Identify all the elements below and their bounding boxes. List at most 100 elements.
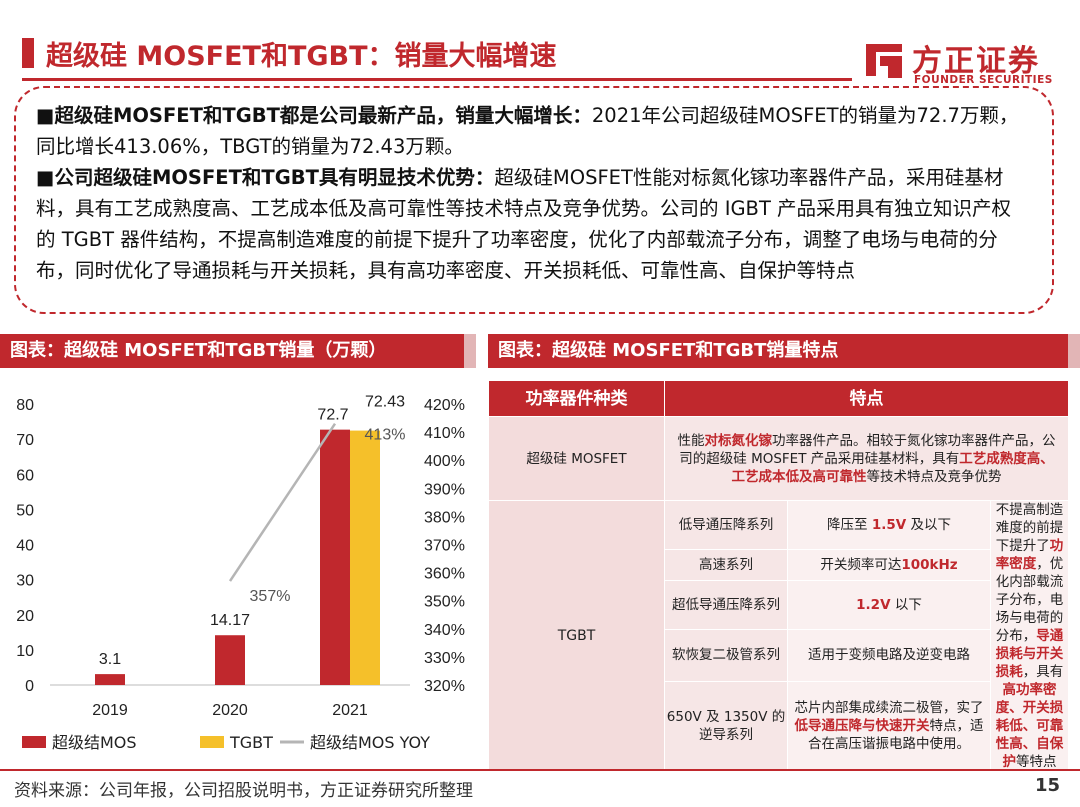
founder-logo-icon — [866, 44, 902, 78]
table-row: 软恢复二极管系列 适用于变频电路及逆变电路 — [489, 629, 1069, 682]
y-tick-label: 60 — [16, 467, 34, 484]
highlight-text: 低导通压降与快速开关 — [794, 718, 930, 735]
summary-point-2-text: 超级硅MOSFET性能对标氮化镓功率器件产品，采用硅基材料，具有工艺成熟度高、工… — [36, 166, 1012, 282]
body-text: 性能 — [677, 432, 705, 449]
y2-tick-label: 360% — [424, 566, 465, 583]
bar-超级结MOS-2021 — [320, 429, 350, 685]
body-text: 等特点 — [1016, 754, 1057, 770]
summary-point-2-heading: 公司超级硅MOSFET和TGBT具有明显技术优势： — [54, 166, 495, 189]
y-tick-label: 40 — [16, 538, 34, 555]
summary-point-1-heading: 超级硅MOSFET和TGBT都是公司最新产品，销量大幅增长： — [54, 104, 592, 127]
feature-table: 功率器件种类 特点 超级硅 MOSFET 性能对标氮化镓功率器件产品。相较于氮化… — [488, 380, 1070, 773]
summary-point-2: ■公司超级硅MOSFET和TGBT具有明显技术优势：超级硅MOSFET性能对标氮… — [36, 166, 1012, 282]
page-title: 超级硅 MOSFET和TGBT：销量大幅增速 — [46, 41, 557, 72]
founder-logo: 方正证券 FOUNDER SECURITIES — [862, 36, 1062, 88]
footer-source: 资料来源：公司年报，公司招股说明书，方正证券研究所整理 — [14, 781, 473, 801]
title-underline — [22, 78, 852, 81]
y-tick-label: 70 — [16, 432, 34, 449]
body-text: 特点，适合在高压谐振电路中使用。 — [808, 718, 984, 753]
y-tick-label: 50 — [16, 502, 34, 519]
highlight-text: 导通损耗与开关损耗 — [995, 628, 1064, 680]
y2-tick-label: 410% — [424, 425, 465, 442]
y2-tick-label: 380% — [424, 509, 465, 526]
body-text: 芯片内部集成续流二极管，实了 — [794, 700, 984, 717]
y2-tick-label: 320% — [424, 678, 465, 695]
bar-data-label: 3.1 — [99, 651, 121, 668]
mosfet-description: 性能对标氮化镓功率器件产品。相较于氮化镓功率器件产品，公司的超级硅 MOSFET… — [663, 416, 1070, 501]
logo-text-en: FOUNDER SECURITIES — [914, 74, 1053, 86]
body-text: 不提高制造难度的前提下提升了 — [995, 502, 1064, 554]
bar-超级结MOS-2020 — [215, 635, 245, 685]
body-text: ，优化内部载流子分布，电场与电荷的分布， — [995, 556, 1064, 644]
y-tick-label: 80 — [16, 397, 34, 414]
summary-point-1-text: 2021年公司超级硅MOSFET的销量为72.7万颗，同比增长413.06%，T… — [36, 104, 1019, 158]
tgbt-category: TGBT — [488, 500, 665, 772]
mosfet-category: 超级硅 MOSFET — [488, 416, 665, 501]
x-tick-label: 2020 — [212, 702, 248, 719]
body-text: 功率器件产品。相较于氮化镓功率器件产品，公司的超级硅 MOSFET 产品采用硅基… — [679, 432, 1056, 467]
tgbt-feature: 适用于变频电路及逆变电路 — [787, 629, 991, 682]
y2-tick-label: 390% — [424, 481, 465, 498]
y-tick-label: 20 — [16, 608, 34, 625]
y2-tick-label: 340% — [424, 622, 465, 639]
left-panel-title: 图表：超级硅 MOSFET和TGBT销量（万颗） — [0, 334, 464, 368]
body-text: 开关频率可达 — [820, 557, 902, 573]
footer-rule — [0, 769, 1080, 771]
y-tick-label: 10 — [16, 643, 34, 660]
table-row: 高速系列 开关频率可达100kHz — [489, 549, 1069, 581]
x-tick-label: 2019 — [92, 702, 128, 719]
y2-tick-label: 350% — [424, 594, 465, 611]
tgbt-series: 低导通压降系列 — [664, 499, 788, 551]
highlight-text: 100kHz — [901, 557, 958, 573]
table-row: 超低导通压降系列 1.2V 以下 — [489, 579, 1069, 631]
table-header-feature: 特点 — [663, 380, 1070, 417]
highlight-text: 1.5V — [871, 517, 907, 534]
body-text: 以下 — [890, 596, 922, 613]
highlight-text: 高功率密度、开关损耗低、可靠性高、自保护 — [995, 682, 1064, 770]
legend-label: TGBT — [229, 733, 273, 752]
tgbt-feature: 芯片内部集成续流二极管，实了低导通压降与快速开关特点，适合在高压谐振电路中使用。 — [787, 680, 991, 773]
bar-超级结MOS-2019 — [95, 674, 125, 685]
summary-point-1: ■超级硅MOSFET和TGBT都是公司最新产品，销量大幅增长：2021年公司超级… — [36, 104, 1019, 158]
legend-label: 超级结MOS — [52, 733, 137, 752]
line-超级结MOS YOY — [228, 422, 337, 582]
summary-box: ■超级硅MOSFET和TGBT都是公司最新产品，销量大幅增长：2021年公司超级… — [14, 86, 1054, 314]
page-number: 15 — [1034, 775, 1060, 796]
highlight-text: 对标氮化镓 — [704, 432, 773, 449]
highlight-text: 1.2V — [856, 596, 891, 613]
table-row-mosfet: 超级硅 MOSFET 性能对标氮化镓功率器件产品。相较于氮化镓功率器件产品，公司… — [488, 416, 1070, 501]
body-text: ，具有 — [1022, 664, 1064, 680]
highlight-text: 功率密度 — [995, 538, 1064, 572]
bar-TGBT-2021 — [350, 430, 380, 685]
y2-tick-label: 370% — [424, 538, 465, 555]
legend-label: 超级结MOS YOY — [310, 733, 430, 752]
table-row: 650V 及 1350V 的逆导系列 芯片内部集成续流二极管，实了低导通压降与快… — [489, 680, 1069, 773]
logo-text-cn: 方正证券 — [912, 44, 1040, 79]
tgbt-series: 超低导通压降系列 — [664, 579, 788, 631]
bar-data-label: 72.7 — [317, 407, 348, 424]
tgbt-summary: 不提高制造难度的前提下提升了功率密度，优化内部载流子分布，电场与电荷的分布，导通… — [989, 500, 1070, 772]
bar-data-label: 72.43 — [365, 394, 405, 411]
table-header-row: 功率器件种类 特点 — [488, 380, 1070, 417]
tgbt-feature: 降压至 1.5V 及以下 — [787, 499, 991, 551]
body-text: 适用于变频电路及逆变电路 — [808, 647, 970, 664]
tgbt-series: 650V 及 1350V 的逆导系列 — [664, 680, 788, 773]
body-text: 降压至 — [827, 517, 872, 534]
y2-tick-label: 420% — [424, 397, 465, 414]
x-tick-label: 2021 — [332, 702, 368, 719]
tgbt-feature: 1.2V 以下 — [787, 579, 991, 631]
title-accent-bar — [22, 38, 34, 68]
table-header-category: 功率器件种类 — [488, 380, 665, 417]
right-panel-title: 图表：超级硅 MOSFET和TGBT销量特点 — [488, 334, 1068, 368]
y2-tick-label: 400% — [424, 453, 465, 470]
tgbt-series: 高速系列 — [664, 549, 788, 581]
highlight-text: 工艺成熟度高、工艺成本低及高可靠性 — [731, 450, 1054, 485]
table-row: TGBT 低导通压降系列 降压至 1.5V 及以下 不提高制造难度的前提下提升了… — [488, 499, 1070, 772]
bar-data-label: 14.17 — [210, 612, 250, 629]
tgbt-series: 软恢复二极管系列 — [664, 629, 788, 682]
y-tick-label: 30 — [16, 573, 34, 590]
body-text: 等技术特点及竞争优势 — [866, 468, 1002, 485]
line-data-label: 413% — [365, 427, 406, 444]
legend-swatch-TGBT — [200, 736, 224, 748]
body-text: 及以下 — [906, 517, 951, 534]
